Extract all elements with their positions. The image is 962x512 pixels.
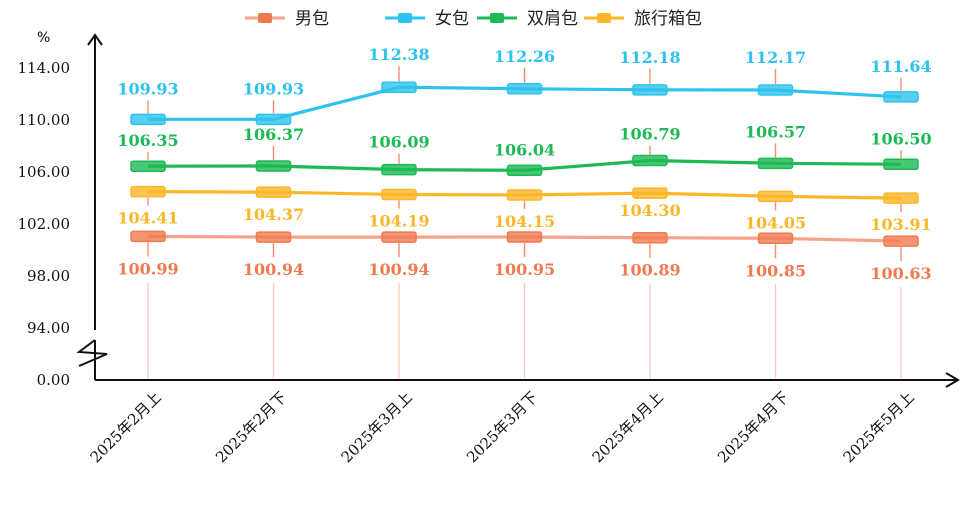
- y-tick-label-5: 110.00: [18, 111, 71, 129]
- marker-3-4: [632, 187, 668, 199]
- data-label-1-1: 109.93: [243, 79, 304, 98]
- legend-marker-0: [258, 13, 272, 23]
- x-tick-label-3: 2025年3月下: [463, 388, 541, 466]
- data-label-3-5: 104.05: [745, 213, 806, 232]
- legend-marker-3: [597, 13, 611, 23]
- marker-2-5: [757, 157, 794, 170]
- y-tick-label-3: 102.00: [18, 215, 71, 233]
- y-axis-arrow: [87, 33, 103, 46]
- x-tick-label-2: 2025年3月上: [338, 388, 416, 466]
- data-label-2-3: 106.04: [494, 140, 555, 159]
- data-label-1-0: 109.93: [117, 79, 178, 98]
- data-label-3-1: 104.37: [243, 205, 304, 224]
- data-label-2-0: 106.35: [117, 131, 178, 150]
- legend-label-2: 双肩包: [527, 9, 578, 29]
- data-label-2-2: 106.09: [368, 133, 429, 152]
- marker-3-2: [381, 188, 417, 201]
- data-label-1-3: 112.26: [494, 47, 555, 66]
- label-leader-lines: [147, 66, 902, 378]
- data-label-1-2: 112.38: [368, 45, 429, 64]
- marker-2-3: [506, 164, 543, 177]
- y-tick-label-2: 98.00: [27, 267, 70, 285]
- marker-1-3: [506, 83, 543, 95]
- data-label-3-3: 104.15: [494, 212, 555, 231]
- marker-2-2: [381, 163, 417, 176]
- marker-1-0: [130, 113, 166, 126]
- marker-0-2: [381, 231, 417, 243]
- marker-0-4: [632, 231, 668, 244]
- marker-2-0: [130, 160, 166, 172]
- marker-3-1: [255, 186, 292, 198]
- data-label-2-6: 106.50: [870, 129, 931, 148]
- marker-0-5: [757, 232, 794, 245]
- y-tick-label-4: 106.00: [18, 163, 71, 181]
- marker-1-2: [381, 81, 417, 93]
- legend: 男包 女包 双肩包 旅行箱包: [245, 9, 702, 29]
- x-axis-arrow: [945, 372, 960, 388]
- y-axis-unit: %: [37, 30, 50, 46]
- data-label-0-6: 100.63: [870, 264, 931, 283]
- legend-label-1: 女包: [435, 9, 469, 29]
- data-label-1-5: 112.17: [745, 48, 806, 67]
- y-axis: % 0.00 94.00 98.00 102.00 106.00 110.00 114.00: [18, 30, 108, 389]
- marker-2-4: [632, 154, 668, 167]
- marker-0-1: [255, 231, 292, 243]
- marker-1-6: [883, 91, 919, 103]
- legend-marker-1: [398, 13, 412, 23]
- marker-1-4: [632, 84, 668, 96]
- marker-3-6: [883, 192, 919, 204]
- marker-0-3: [506, 231, 543, 243]
- y-tick-label-0: 0.00: [37, 371, 70, 389]
- x-tick-label-1: 2025年2月下: [212, 388, 290, 466]
- marker-2-1: [255, 160, 292, 172]
- legend-label-0: 男包: [295, 9, 329, 29]
- marker-1-5: [757, 84, 794, 96]
- data-label-2-5: 106.57: [745, 122, 806, 141]
- data-label-1-6: 111.64: [870, 57, 931, 76]
- legend-marker-2: [490, 13, 504, 23]
- data-label-2-1: 106.37: [243, 125, 304, 144]
- x-axis: 2025年2月上 2025年2月下 2025年3月上 2025年3月下 2025年4月上…: [87, 372, 960, 466]
- x-tick-label-5: 2025年4月下: [714, 388, 792, 466]
- legend-label-3: 旅行箱包: [634, 9, 702, 29]
- series-markers: [130, 81, 919, 247]
- marker-0-0: [130, 230, 166, 243]
- marker-2-6: [883, 158, 919, 170]
- marker-3-5: [757, 190, 794, 203]
- y-tick-label-6: 114.00: [18, 59, 71, 77]
- x-tick-label-0: 2025年2月上: [87, 388, 165, 466]
- data-label-0-0: 100.99: [117, 259, 178, 278]
- marker-1-1: [255, 113, 292, 126]
- data-label-1-4: 112.18: [619, 48, 680, 67]
- y-tick-label-1: 94.00: [27, 319, 70, 337]
- x-tick-label-6: 2025年5月上: [840, 388, 918, 466]
- data-labels: 100.99 100.94 100.94 100.95 100.89 100.85 100.…: [117, 45, 931, 283]
- data-label-0-2: 100.94: [368, 260, 429, 279]
- marker-3-0: [130, 185, 166, 198]
- data-label-3-0: 104.41: [117, 209, 178, 228]
- data-label-3-6: 103.91: [870, 215, 931, 234]
- data-label-0-3: 100.95: [494, 260, 555, 279]
- x-tick-label-4: 2025年4月上: [589, 388, 667, 466]
- data-label-0-1: 100.94: [243, 260, 304, 279]
- y-axis-break-mark: [76, 339, 108, 367]
- data-label-3-2: 104.19: [368, 212, 429, 231]
- marker-0-6: [883, 235, 919, 247]
- marker-3-3: [506, 189, 543, 201]
- data-label-0-5: 100.85: [745, 261, 806, 280]
- data-label-3-4: 104.30: [619, 201, 680, 220]
- data-label-0-4: 100.89: [619, 261, 680, 280]
- data-label-2-4: 106.79: [619, 124, 680, 143]
